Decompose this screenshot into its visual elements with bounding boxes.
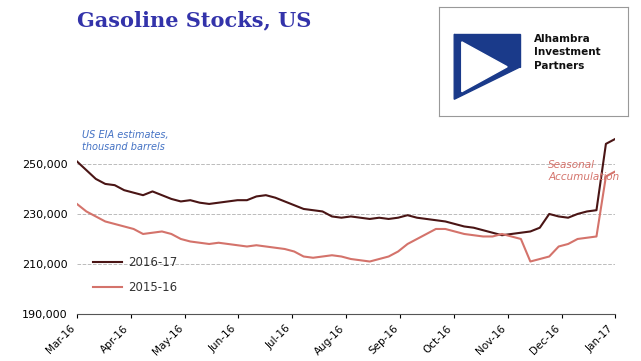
Line: 2015-16: 2015-16 bbox=[77, 171, 615, 261]
2015-16 bbox=[536, 257, 544, 261]
2015-16 bbox=[366, 259, 374, 264]
Line: 2016-17: 2016-17 bbox=[77, 139, 615, 235]
Text: Gasoline Stocks, US: Gasoline Stocks, US bbox=[77, 11, 312, 31]
2015-16 bbox=[593, 234, 601, 239]
2015-16 bbox=[479, 234, 487, 239]
2016-17 bbox=[205, 202, 213, 206]
2016-17 bbox=[612, 137, 619, 141]
2015-16 bbox=[442, 227, 449, 231]
Text: US EIA estimates,
thousand barrels: US EIA estimates, thousand barrels bbox=[82, 130, 169, 152]
Polygon shape bbox=[454, 34, 520, 67]
2016-17 bbox=[196, 200, 204, 205]
Legend: 2016-17, 2015-16: 2016-17, 2015-16 bbox=[88, 252, 182, 299]
2016-17 bbox=[536, 226, 544, 230]
2015-16 bbox=[612, 169, 619, 174]
2016-17 bbox=[432, 218, 440, 222]
2015-16 bbox=[205, 242, 213, 246]
Polygon shape bbox=[462, 42, 507, 92]
Text: Alhambra
Investment
Partners: Alhambra Investment Partners bbox=[533, 34, 600, 71]
2016-17 bbox=[593, 208, 601, 212]
Polygon shape bbox=[454, 34, 520, 99]
Text: Seasonal
Accumulation: Seasonal Accumulation bbox=[548, 160, 619, 182]
2016-17 bbox=[498, 233, 506, 238]
2015-16 bbox=[73, 202, 81, 206]
2016-17 bbox=[470, 226, 478, 230]
2015-16 bbox=[196, 240, 204, 245]
2016-17 bbox=[73, 159, 81, 164]
